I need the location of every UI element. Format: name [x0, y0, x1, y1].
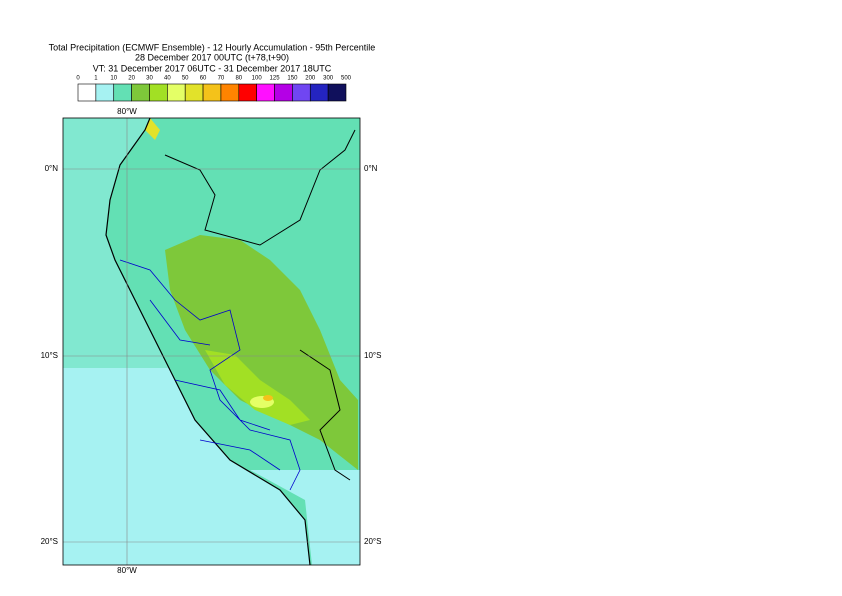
- legend-swatch: [238, 83, 257, 102]
- legend-swatch: [202, 83, 222, 102]
- legend-swatch: [131, 83, 150, 102]
- rain-heavy: [205, 350, 310, 425]
- legend-tick-label: 500: [341, 76, 352, 82]
- legend-tick-label: 150: [287, 76, 298, 82]
- base-time: 28 December 2017 00UTC (t+78,t+90): [135, 52, 289, 62]
- legend-swatch: [274, 83, 293, 102]
- valid-time: VT: 31 December 2017 06UTC - 31 December…: [93, 63, 332, 73]
- legend-tick-label: 10: [110, 76, 117, 82]
- lon-label: 80°W: [117, 107, 137, 116]
- legend-tick-label: 80: [235, 76, 242, 82]
- south-dry: [250, 470, 360, 565]
- coastline: [105, 118, 311, 565]
- legend-swatch: [292, 83, 311, 102]
- legend-tick-label: 40: [164, 76, 171, 82]
- map-frame: [62, 117, 361, 566]
- legend-swatch: [220, 83, 240, 102]
- legend-swatch: [309, 83, 329, 102]
- legend-tick-label: 20: [128, 76, 135, 82]
- legend-swatch: [184, 83, 204, 102]
- legend-tick-label: 100: [252, 76, 263, 82]
- lat-label: 20°S: [364, 537, 381, 546]
- rain-area: [165, 235, 358, 470]
- rain-north: [145, 118, 160, 140]
- legend-tick-label: 30: [146, 76, 153, 82]
- regions: [119, 259, 301, 491]
- lat-label: 20°S: [41, 537, 58, 546]
- legend-tick-label: 125: [270, 76, 281, 82]
- legend-tick-label: 1: [94, 76, 98, 82]
- lat-label: 10°S: [41, 351, 58, 360]
- legend-swatch: [327, 83, 347, 102]
- lon-label: 80°W: [117, 566, 137, 575]
- legend-swatch: [167, 83, 186, 102]
- legend-swatch: [149, 83, 168, 102]
- rain-max: [263, 395, 273, 401]
- legend-swatch: [113, 83, 132, 102]
- map: [63, 118, 360, 565]
- legend-swatch: [77, 83, 97, 102]
- lat-label: 10°S: [364, 351, 381, 360]
- legend-tick-label: 0: [76, 76, 80, 82]
- legend-tick-label: 300: [323, 76, 334, 82]
- legend-tick-label: 50: [182, 76, 189, 82]
- legend-tick-label: 200: [305, 76, 316, 82]
- legend-swatch: [95, 83, 115, 102]
- legend-swatch: [256, 83, 275, 102]
- title: Total Precipitation (ECMWF Ensemble) - 1…: [49, 42, 376, 52]
- borders: [164, 129, 356, 481]
- lat-label: 0°N: [364, 164, 378, 173]
- legend-tick-label: 70: [218, 76, 225, 82]
- legend: 0 1 10 20 30 40 50 60 70 80 100 125 150 200 300 500: [76, 76, 352, 102]
- lat-label: 0°N: [45, 164, 59, 173]
- legend-tick-label: 60: [200, 76, 207, 82]
